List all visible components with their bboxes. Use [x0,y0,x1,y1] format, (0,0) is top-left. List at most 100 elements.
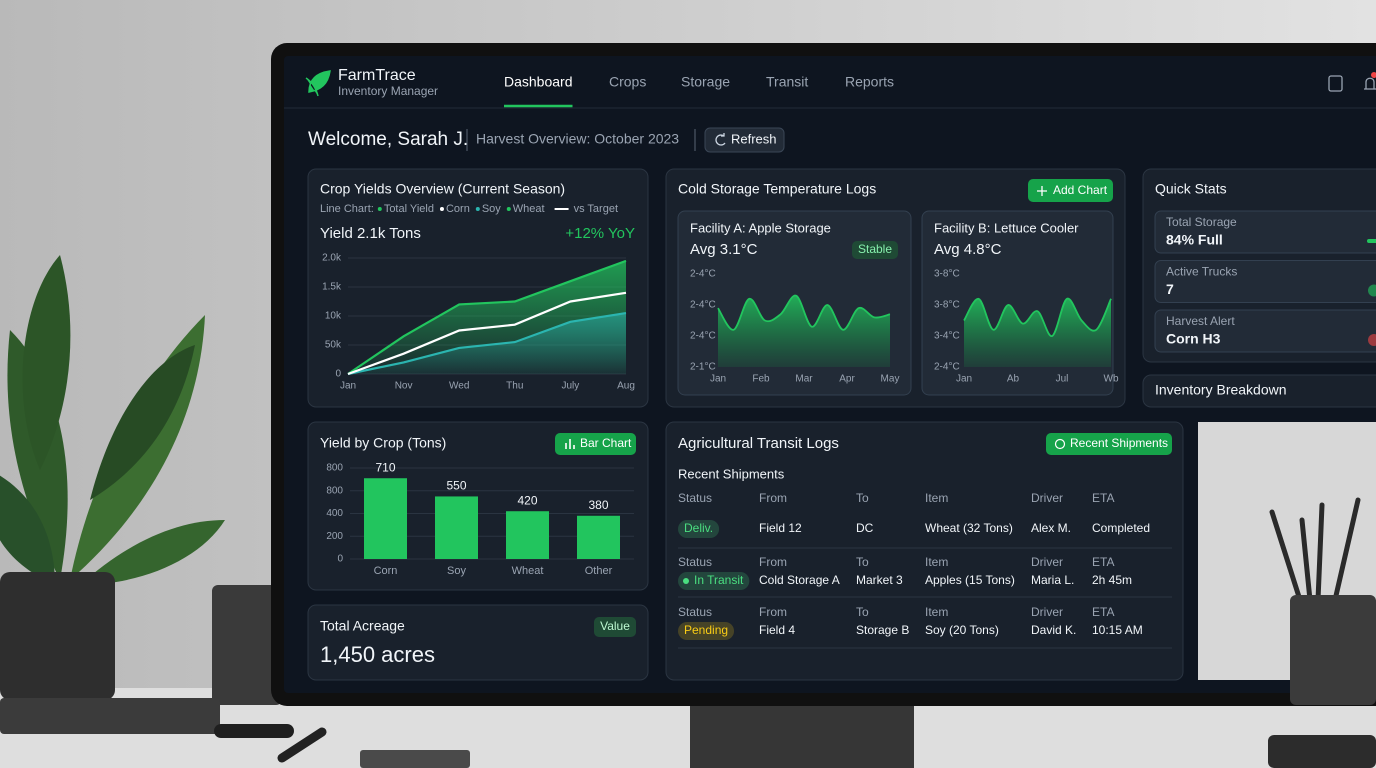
y-tick-label: 2-1°C [690,362,716,373]
recent-shipments-label[interactable]: Recent Shipments [1070,436,1168,450]
table-cell: Market 3 [856,573,903,587]
column-header: To [856,491,869,505]
card-title: Yield by Crop (Tons) [320,435,446,451]
legend-label: vs Target [574,203,618,215]
welcome: Welcome, Sarah J. [308,129,468,150]
y-tick-label: 2-4°C [934,362,960,373]
stat-label: Harvest Alert [1166,314,1235,328]
speaker [212,585,282,705]
table-cell: 2h 45m [1092,573,1132,587]
x-tick-label: Thu [506,381,523,392]
phone [360,750,470,768]
nav-item[interactable]: Dashboard [504,74,573,90]
status-dot [683,578,689,584]
bar-chart-button[interactable] [555,433,636,455]
y-tick-label: 2-4°C [690,269,716,280]
nav-item[interactable]: Crops [609,74,646,90]
column-header: Item [925,491,948,505]
stat-indicator [1368,334,1376,346]
refresh-button[interactable] [704,127,785,153]
status-badge-label: Deliv. [684,521,713,535]
stat-label: Active Trucks [1166,265,1237,279]
legend-dot [506,207,511,211]
monitor-stand [690,700,914,768]
value-badge-label: Value [600,619,630,633]
facility-name: Facility A: Apple Storage [690,220,831,235]
yield-headline: Yield 2.1k Tons [320,225,421,242]
series-area [348,313,626,374]
inventory-card[interactable] [1142,374,1376,408]
x-tick-label: Jul [1056,374,1069,385]
acreage-card [307,604,649,681]
y-tick-label: 50k [325,340,342,351]
legend-dot [475,207,480,211]
card-title: Total Acreage [320,618,405,634]
plus-icon [1037,186,1047,196]
refresh-label[interactable]: Refresh [731,131,777,146]
table-cell: Storage B [856,623,909,637]
series-line [347,259,627,375]
column-header: Item [925,555,948,569]
y-tick-label: 3-4°C [934,331,960,342]
column-header: To [856,605,869,619]
docs-icon[interactable] [1328,75,1343,92]
table-cell: Maria L. [1031,573,1074,587]
x-tick-label: Feb [752,374,770,385]
x-tick-label: Apr [839,374,855,385]
mug [1268,735,1376,768]
app-subtitle: Inventory Manager [338,84,438,98]
series-line [347,291,627,376]
yield-change: +12% YoY [565,225,635,242]
pen [277,727,327,763]
history-icon [1054,438,1066,450]
y-tick-label: 800 [326,485,343,496]
table-cell: David K. [1031,623,1076,637]
x-tick-label: Corn [374,565,398,577]
stat-value: 84% Full [1166,232,1223,248]
add-chart-button[interactable] [1028,179,1113,202]
add-chart-label[interactable]: Add Chart [1053,183,1108,197]
table-cell: Wheat (32 Tons) [925,521,1013,535]
nav-item[interactable]: Storage [681,74,730,90]
nav-item[interactable]: Reports [845,74,894,90]
y-tick-label: 400 [326,508,343,519]
temperature-line [963,297,1112,337]
bar-value-label: 420 [517,493,537,507]
status-badge-label: In Transit [694,573,744,587]
overview: Harvest Overview: October 2023 [476,131,679,147]
stat-indicator [1367,239,1376,243]
x-tick-label: Wed [449,381,469,392]
y-tick-label: 2-4°C [690,331,716,342]
card-title: Cold Storage Temperature Logs [678,181,876,197]
table-cell: Apples (15 Tons) [925,573,1015,587]
card-title: Quick Stats [1155,181,1227,197]
y-tick-label: 2.0k [322,253,342,264]
bar-chart-label[interactable]: Bar Chart [580,436,632,450]
x-tick-label: May [881,374,900,385]
stat-item [1154,309,1376,353]
column-header: ETA [1092,605,1114,619]
status-badge [678,572,750,590]
column-header: From [759,605,787,619]
stat-label: Total Storage [1166,215,1237,229]
table-cell: Alex M. [1031,521,1071,535]
x-tick-label: Jan [956,374,972,385]
card-title: Crop Yields Overview (Current Season) [320,181,565,197]
bell-icon[interactable] [1364,77,1376,90]
eraser [214,724,294,738]
y-tick-label: 3-8°C [934,269,960,280]
recent-shipments-button[interactable] [1046,433,1172,455]
column-header: Status [678,605,712,619]
x-tick-label: Aug [617,381,635,392]
table-cell: Completed [1092,521,1150,535]
column-header: ETA [1092,491,1114,505]
legend-dot [439,207,444,211]
table-cell: Field 12 [759,521,802,535]
stat-value: Corn H3 [1166,331,1221,347]
stats: Total Storage 84% Full Active Trucks 7 Harve… [1154,210,1376,353]
column-header: Item [925,605,948,619]
nav-item[interactable]: Transit [766,74,808,90]
transit-table: Status From To Item Driver ETA Deliv. Field 12 D… [678,491,1172,649]
status-badge-label: Stable [858,242,892,256]
transit-card [665,421,1184,681]
